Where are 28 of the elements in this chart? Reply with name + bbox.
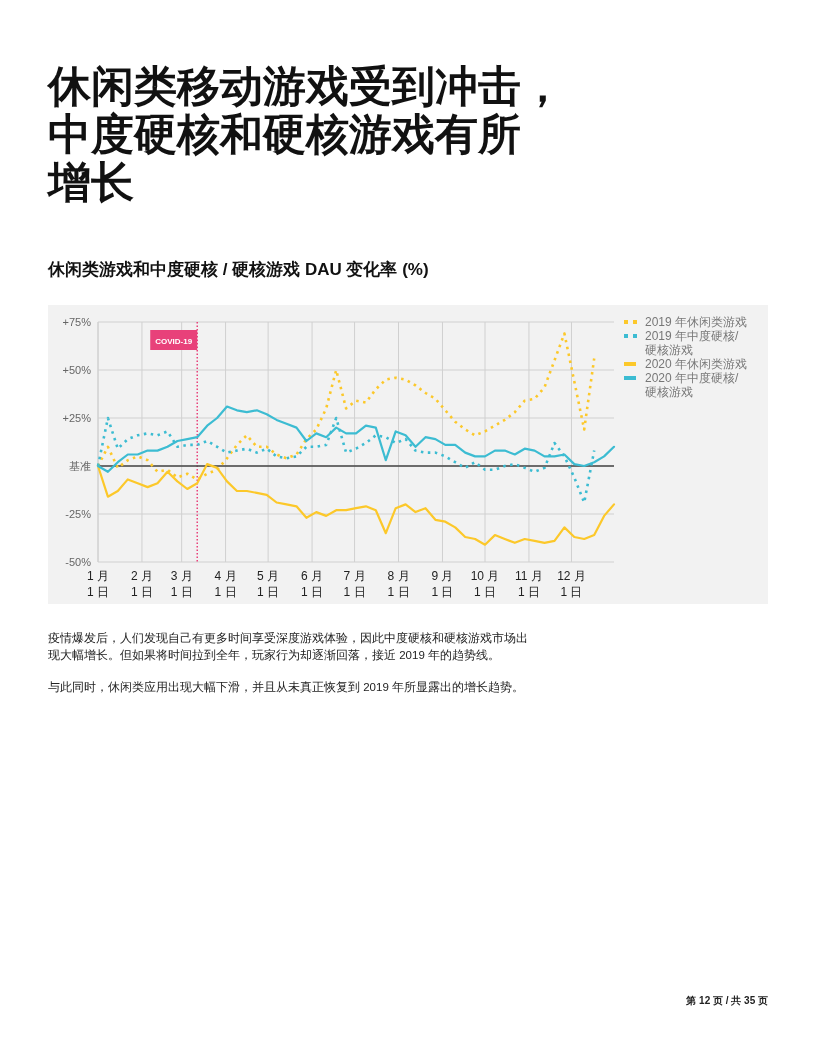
x-tick-label: 3 月 1 日 <box>170 569 193 599</box>
chart-subtitle: 休闲类游戏和中度硬核 / 硬核游戏 DAU 变化率 (%) <box>48 259 429 281</box>
ref-line-label: COVID-19 <box>155 337 193 346</box>
x-tick-label: 1 月 1 日 <box>86 569 110 599</box>
y-tick-label: +50% <box>62 364 92 376</box>
x-tick-label: 2 月 1 日 <box>130 569 153 599</box>
x-tick-label: 5 月 1 日 <box>257 569 280 599</box>
legend-label: 2020 年中度硬核/硬核游戏 <box>645 371 740 399</box>
legend-label: 2019 年中度硬核/硬核游戏 <box>645 329 740 357</box>
x-tick-label: 11 月 1 日 <box>515 569 543 599</box>
x-tick-label: 12 月 1 日 <box>557 569 586 599</box>
x-tick-label: 9 月 1 日 <box>431 569 454 599</box>
y-tick-label: -50% <box>65 556 92 568</box>
x-tick-label: 8 月 1 日 <box>387 569 410 599</box>
text: 与此同时，休闲类应用出现大幅下滑，并且从未真正恢复到 2019 年所显露出的增长趋势。 <box>48 680 525 695</box>
y-tick-label: 基准 <box>69 460 91 472</box>
y-tick-label: +75% <box>62 316 92 328</box>
legend-label: 2020 年休闲类游戏 <box>645 357 748 371</box>
legend-label: 2019 年休闲类游戏 <box>645 315 748 329</box>
x-tick-label: 7 月 1 日 <box>343 569 366 599</box>
x-tick-label: 6 月 1 日 <box>301 569 324 599</box>
y-tick-label: -25% <box>65 508 92 520</box>
y-tick-label: +25% <box>62 412 92 424</box>
chart-title: 休闲类移动游戏受到冲击，中度硬核和硬核游戏有所增长 <box>48 62 564 206</box>
text: 疫情爆发后，人们发现自己有更多时间享受深度游戏体验，因此中度硬核和硬核游戏市场出现大幅增长。但如果将时间拉到全年，玩家行为却逐渐回落，接近 2019 年的趋势线。 <box>48 631 529 663</box>
text: 第 12 页 / 共 35 页 <box>686 994 768 1008</box>
x-tick-label: 4 月 1 日 <box>214 569 237 599</box>
x-tick-label: 10 月 1 日 <box>470 569 500 599</box>
